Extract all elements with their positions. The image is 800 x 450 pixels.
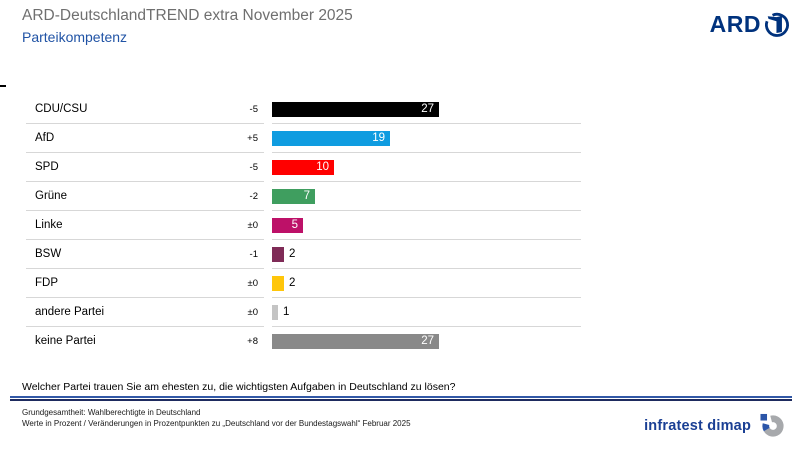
bar: 5 xyxy=(272,218,303,233)
change-value: -5 xyxy=(249,162,258,173)
party-label: BSW xyxy=(35,248,62,260)
chart-row: keine Partei +8 27 xyxy=(0,327,800,356)
change-value: +8 xyxy=(247,336,258,347)
change-value: -2 xyxy=(249,191,258,202)
party-label: andere Partei xyxy=(35,306,105,318)
footnote: Grundgesamtheit: Wahlberechtigte in Deut… xyxy=(22,407,411,429)
bar: 19 xyxy=(272,131,390,146)
party-label: Linke xyxy=(35,219,63,231)
bar-value: 10 xyxy=(316,161,329,173)
row-separator xyxy=(272,238,581,240)
infratest-dimap-logo: infratest dimap xyxy=(644,413,786,439)
page-title: ARD-DeutschlandTREND extra November 2025 xyxy=(22,7,353,24)
change-value: ±0 xyxy=(247,220,259,231)
bar-value: 7 xyxy=(303,190,310,202)
bar: 27 xyxy=(272,334,439,349)
bar-value: 5 xyxy=(291,219,298,231)
chart-row: BSW -1 2 xyxy=(0,240,800,269)
row-separator xyxy=(26,151,264,153)
left-edge-tick xyxy=(0,85,6,87)
chart-row: andere Partei ±0 1 xyxy=(0,298,800,327)
footnote-line2: Werte in Prozent / Veränderungen in Proz… xyxy=(22,419,411,428)
bar: 2 xyxy=(272,276,295,291)
party-label: CDU/CSU xyxy=(35,103,88,115)
chart-row: CDU/CSU -5 27 xyxy=(0,95,800,124)
row-separator xyxy=(272,325,581,327)
bar: 1 xyxy=(272,305,289,320)
chart-row: AfD +5 19 xyxy=(0,124,800,153)
row-separator xyxy=(272,209,581,211)
row-separator xyxy=(272,267,581,269)
chart-row: Grüne -2 7 xyxy=(0,182,800,211)
party-label: SPD xyxy=(35,161,59,173)
row-separator xyxy=(26,122,264,124)
bar: 27 xyxy=(272,102,439,117)
bar-value: 27 xyxy=(421,103,434,115)
infratest-dimap-wordmark: infratest dimap xyxy=(644,418,751,434)
change-value: +5 xyxy=(247,133,258,144)
bar-value: 2 xyxy=(289,248,296,260)
bar-value: 19 xyxy=(372,132,385,144)
party-label: AfD xyxy=(35,132,55,144)
party-competence-chart: CDU/CSU -5 27 AfD +5 19 SPD -5 10 Grüne -2 7 Linke ±0… xyxy=(0,95,800,356)
chart-row: Linke ±0 5 xyxy=(0,211,800,240)
ard-logo: ARD xyxy=(710,9,792,39)
bar: 2 xyxy=(272,247,295,262)
change-value: ±0 xyxy=(247,278,259,289)
bar: 10 xyxy=(272,160,334,175)
row-separator xyxy=(272,122,581,124)
row-separator xyxy=(26,267,264,269)
party-label: keine Partei xyxy=(35,335,96,347)
ard-one-circle-icon xyxy=(765,12,789,37)
footnote-line1: Grundgesamtheit: Wahlberechtigte in Deut… xyxy=(22,408,201,417)
survey-question: Welcher Partei trauen Sie am ehesten zu,… xyxy=(22,381,456,393)
row-separator xyxy=(272,180,581,182)
divider-rule-navy xyxy=(10,399,792,401)
row-separator xyxy=(26,209,264,211)
party-label: FDP xyxy=(35,277,58,289)
change-value: ±0 xyxy=(247,307,259,318)
party-label: Grüne xyxy=(35,190,67,202)
infratest-dimap-icon xyxy=(760,413,784,437)
chart-row: SPD -5 10 xyxy=(0,153,800,182)
row-separator xyxy=(26,325,264,327)
row-separator xyxy=(26,238,264,240)
row-separator xyxy=(272,296,581,298)
change-value: -1 xyxy=(249,249,258,260)
bar-value: 1 xyxy=(283,306,290,318)
change-value: -5 xyxy=(249,104,258,115)
row-separator xyxy=(26,296,264,298)
page-subtitle: Parteikompetenz xyxy=(22,29,128,45)
chart-row: FDP ±0 2 xyxy=(0,269,800,298)
row-separator xyxy=(26,180,264,182)
bar-value: 27 xyxy=(421,335,434,347)
row-separator xyxy=(272,151,581,153)
divider-rule-blue xyxy=(10,396,792,398)
ard-logo-text: ARD xyxy=(709,11,761,37)
bar-value: 2 xyxy=(289,277,296,289)
bar: 7 xyxy=(272,189,315,204)
